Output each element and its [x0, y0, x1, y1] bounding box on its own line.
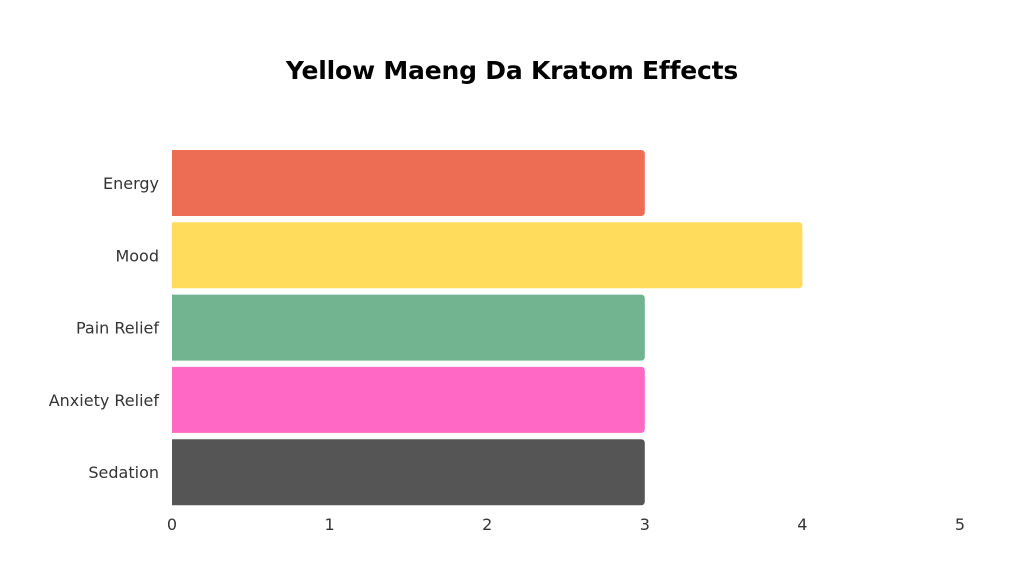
x-tick-label: 2 — [482, 515, 492, 534]
x-tick-label: 0 — [167, 515, 177, 534]
bar-energy — [172, 150, 645, 216]
bar-sedation — [172, 439, 645, 506]
x-tick-label: 1 — [325, 515, 335, 534]
category-labels: Energy Mood Pain Relief Anxiety Relief Sedat… — [49, 174, 160, 482]
x-tick-label: 3 — [640, 515, 650, 534]
category-label: Mood — [115, 246, 159, 265]
category-label: Sedation — [88, 463, 159, 482]
chart-title: Yellow Maeng Da Kratom Effects — [285, 56, 739, 85]
bar-mood — [172, 222, 803, 289]
x-tick-label: 4 — [797, 515, 807, 534]
bars-group — [172, 150, 803, 506]
category-label: Energy — [103, 174, 159, 193]
bar-pain-relief — [172, 294, 645, 361]
category-label: Anxiety Relief — [49, 391, 160, 410]
category-label: Pain Relief — [76, 319, 159, 338]
x-tick-label: 5 — [955, 515, 965, 534]
bar-anxiety-relief — [172, 366, 645, 433]
x-tick-labels: 0 1 2 3 4 5 — [167, 515, 965, 534]
